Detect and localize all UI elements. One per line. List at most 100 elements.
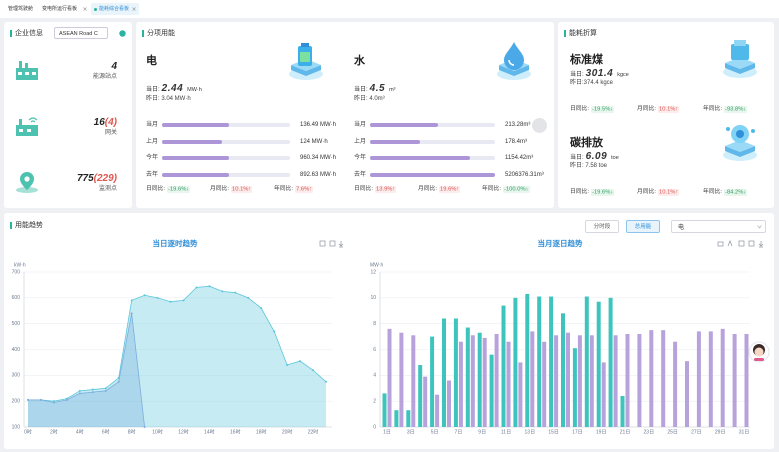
item-name: 标准煤 <box>570 54 603 66</box>
site-select[interactable]: ASEAN Road C <box>54 27 108 39</box>
tab[interactable]: 管理驾驶舱 <box>4 3 44 15</box>
icon-part <box>754 358 764 361</box>
bar <box>442 318 446 427</box>
x-tick-label: 13日 <box>525 429 536 435</box>
compare-value: -19.5%↓ <box>591 105 615 113</box>
item-icon <box>723 40 757 78</box>
bar <box>453 318 458 427</box>
data-point <box>286 364 289 366</box>
scroll-knob[interactable] <box>532 118 547 133</box>
type-select[interactable]: 电 <box>671 220 766 233</box>
compare-label: 日同比: <box>570 189 590 195</box>
icon-part <box>319 240 326 247</box>
today-unit: kgce <box>617 72 629 78</box>
compare-label: 月同比: <box>637 189 657 195</box>
today: 当日: 2.44 MW·h <box>146 84 202 94</box>
data-point <box>91 388 94 391</box>
item-name: 电 <box>146 55 157 67</box>
bar <box>649 330 654 427</box>
today: 当日: 4.5 m³ <box>354 84 396 94</box>
icon-part <box>751 129 755 133</box>
bar <box>696 331 701 427</box>
today-unit: m³ <box>389 87 396 93</box>
bar <box>494 334 499 427</box>
data-point <box>182 299 185 302</box>
progress-track <box>162 172 290 177</box>
stat-icon <box>16 61 38 80</box>
x-tick-label: 29日 <box>715 429 726 435</box>
data-point <box>143 426 146 428</box>
bar <box>561 313 565 427</box>
today-unit: MW·h <box>187 87 202 93</box>
compare-value: 7.6%↑ <box>295 185 314 193</box>
chart-title: 当日逐时趋势 <box>153 238 198 248</box>
toggle-label: 分时段 <box>593 224 611 230</box>
toggle-label: 总用能 <box>634 224 652 230</box>
item-icon <box>289 43 323 80</box>
stat-alert: (4) <box>104 117 117 128</box>
bar <box>537 296 542 427</box>
icon-part <box>508 59 515 66</box>
tab-label: 变电所运行看板 <box>42 5 78 12</box>
progress-fill <box>162 139 223 144</box>
bar <box>394 410 399 427</box>
compare: 年同比: -93.8%↓ <box>703 105 748 113</box>
y-unit: kW·h <box>14 262 26 268</box>
bar <box>637 334 642 427</box>
compare-value: -93.8%↓ <box>724 105 748 113</box>
today-label: 当日: <box>146 87 160 93</box>
today: 当日: 6.09 toe <box>570 152 619 162</box>
tab[interactable]: 变电所运行看板 <box>38 3 90 15</box>
x-tick-label: 11日 <box>501 429 511 435</box>
panel-title: 分项用能 <box>147 30 175 37</box>
toggle-button[interactable]: 总用能 <box>626 220 660 233</box>
stat-number: 16 <box>93 117 105 128</box>
data-point <box>104 387 107 390</box>
data-point <box>117 380 120 383</box>
tab-bar <box>0 0 779 18</box>
compare: 日同比: -19.6%↓ <box>570 188 615 196</box>
y-tick-label: 400 <box>12 347 21 353</box>
select-caret <box>757 225 762 229</box>
row-label: 当月 <box>354 122 367 128</box>
x-tick-label: 25日 <box>667 429 678 435</box>
y-tick-label: 600 <box>12 295 21 301</box>
data-point <box>104 389 107 392</box>
y-tick-label: 100 <box>12 424 21 430</box>
icon-part <box>758 241 764 248</box>
tab[interactable]: 能耗综合看板 <box>91 3 139 15</box>
icon-part <box>27 129 31 132</box>
stat-icon <box>16 117 38 136</box>
row-label: 今年 <box>354 155 367 161</box>
icon-part <box>725 63 755 74</box>
bar <box>685 361 689 427</box>
stat-number: 775 <box>76 173 94 184</box>
icon-part <box>18 72 22 75</box>
bar <box>530 331 535 427</box>
bar <box>458 341 463 427</box>
bar <box>513 297 518 427</box>
y-tick-label: 0 <box>373 424 376 430</box>
data-point <box>52 401 55 404</box>
data-point <box>130 312 133 315</box>
site-select-value: ASEAN Road C <box>59 30 98 37</box>
data-point <box>221 290 224 293</box>
progress-fill <box>370 139 420 144</box>
x-tick-label: 12时 <box>178 428 189 435</box>
toggle-button[interactable]: 分时段 <box>585 220 619 233</box>
panel-title: 用能趋势 <box>15 222 43 229</box>
x-tick-label: 15日 <box>548 429 559 435</box>
compare: 年同比: -100.0%↓ <box>482 185 530 193</box>
icon-part <box>725 140 755 152</box>
row-value: 178.4m³ <box>505 138 528 145</box>
item-icon <box>723 125 757 161</box>
progress-track <box>162 156 290 160</box>
compare-label: 年同比: <box>703 106 723 112</box>
x-tick-label: 31日 <box>739 429 750 435</box>
tab-label: 能耗综合看板 <box>99 5 130 12</box>
assistant-avatar[interactable] <box>748 341 770 363</box>
x-tick-label: 20时 <box>282 428 293 435</box>
y-tick-label: 12 <box>370 269 376 275</box>
row-value: 213.28m³ <box>505 122 531 128</box>
